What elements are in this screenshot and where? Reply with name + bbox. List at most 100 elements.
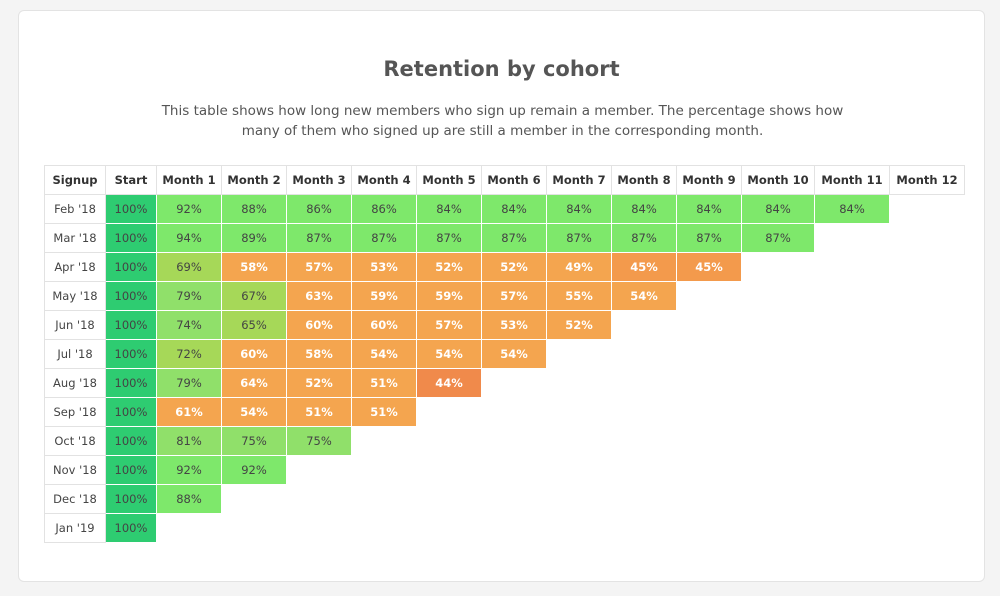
empty-cell — [815, 514, 890, 543]
retention-cell: 84% — [611, 194, 677, 224]
retention-cell: 81% — [156, 426, 222, 456]
empty-cell — [547, 340, 612, 369]
retention-cell: 87% — [286, 223, 352, 253]
empty-cell — [547, 398, 612, 427]
empty-cell — [482, 514, 547, 543]
retention-cell: 63% — [286, 281, 352, 311]
retention-cell: 84% — [814, 194, 890, 224]
retention-cell: 100% — [105, 426, 157, 456]
retention-cell: 72% — [156, 339, 222, 369]
retention-cell: 86% — [351, 194, 417, 224]
empty-cell — [815, 311, 890, 340]
retention-cell: 86% — [286, 194, 352, 224]
empty-cell — [352, 456, 417, 485]
empty-cell — [742, 311, 815, 340]
empty-cell — [677, 282, 742, 311]
retention-cell: 100% — [105, 513, 157, 543]
table-row: Jan '19 100% — [44, 513, 965, 543]
cohort-label: Feb '18 — [44, 194, 106, 224]
empty-cell — [612, 369, 677, 398]
empty-cell — [890, 514, 965, 543]
retention-cell: 45% — [611, 252, 677, 282]
empty-cell — [890, 485, 965, 514]
retention-cell: 60% — [351, 310, 417, 340]
empty-cell — [890, 224, 965, 253]
retention-cell: 87% — [416, 223, 482, 253]
empty-cell — [815, 485, 890, 514]
empty-cell — [287, 456, 352, 485]
empty-cell — [287, 514, 352, 543]
retention-cell: 52% — [416, 252, 482, 282]
empty-cell — [417, 456, 482, 485]
table-row: Dec '18 100% 88% — [44, 484, 965, 514]
retention-cell: 52% — [546, 310, 612, 340]
table-row: May '18 100% 79% 67% 63% 59% 59% 57% 55% 54% — [44, 281, 965, 311]
retention-cell: 58% — [286, 339, 352, 369]
empty-cell — [815, 253, 890, 282]
empty-cell — [742, 398, 815, 427]
empty-cell — [742, 340, 815, 369]
empty-cell — [612, 456, 677, 485]
retention-cell: 84% — [481, 194, 547, 224]
retention-cell: 84% — [546, 194, 612, 224]
empty-cell — [352, 485, 417, 514]
empty-cell — [287, 485, 352, 514]
column-header: Month 7 — [546, 165, 612, 195]
table-row: Jun '18 100% 74% 65% 60% 60% 57% 53% 52% — [44, 310, 965, 340]
empty-cell — [677, 485, 742, 514]
empty-cell — [547, 485, 612, 514]
retention-cell: 84% — [676, 194, 742, 224]
empty-cell — [815, 369, 890, 398]
empty-cell — [890, 195, 965, 224]
cohort-label: Oct '18 — [44, 426, 106, 456]
retention-cell: 84% — [416, 194, 482, 224]
empty-cell — [742, 485, 815, 514]
retention-cell: 100% — [105, 194, 157, 224]
empty-cell — [222, 485, 287, 514]
table-row: Jul '18 100% 72% 60% 58% 54% 54% 54% — [44, 339, 965, 369]
retention-cell: 100% — [105, 252, 157, 282]
column-header: Month 1 — [156, 165, 222, 195]
retention-card: Retention by cohort This table shows how… — [18, 10, 985, 582]
retention-cell: 60% — [221, 339, 287, 369]
empty-cell — [815, 427, 890, 456]
cohort-label: Mar '18 — [44, 223, 106, 253]
empty-cell — [547, 369, 612, 398]
column-header: Signup — [44, 165, 106, 195]
empty-cell — [890, 398, 965, 427]
column-header: Month 3 — [286, 165, 352, 195]
empty-cell — [352, 427, 417, 456]
empty-cell — [815, 282, 890, 311]
retention-cell: 87% — [676, 223, 742, 253]
retention-cell: 74% — [156, 310, 222, 340]
retention-cell: 52% — [481, 252, 547, 282]
retention-cell: 54% — [481, 339, 547, 369]
retention-cell: 87% — [611, 223, 677, 253]
retention-cell: 100% — [105, 339, 157, 369]
empty-cell — [482, 485, 547, 514]
retention-cell: 87% — [351, 223, 417, 253]
empty-cell — [222, 514, 287, 543]
table-row: Nov '18 100% 92% 92% — [44, 455, 965, 485]
table-row: Mar '18 100% 94% 89% 87% 87% 87% 87% 87% 87% 87% 87… — [44, 223, 965, 253]
empty-cell — [417, 485, 482, 514]
retention-cell: 67% — [221, 281, 287, 311]
retention-cell: 54% — [416, 339, 482, 369]
empty-cell — [742, 253, 815, 282]
retention-cell: 53% — [351, 252, 417, 282]
retention-cell: 75% — [286, 426, 352, 456]
empty-cell — [612, 311, 677, 340]
retention-cell: 45% — [676, 252, 742, 282]
retention-cell: 92% — [156, 455, 222, 485]
table-row: Apr '18 100% 69% 58% 57% 53% 52% 52% 49% 45% 45% — [44, 252, 965, 282]
retention-cell: 60% — [286, 310, 352, 340]
empty-cell — [890, 311, 965, 340]
empty-cell — [742, 514, 815, 543]
empty-cell — [547, 514, 612, 543]
empty-cell — [890, 456, 965, 485]
cohort-label: Aug '18 — [44, 368, 106, 398]
retention-cell: 84% — [741, 194, 815, 224]
retention-cell: 64% — [221, 368, 287, 398]
cohort-label: Dec '18 — [44, 484, 106, 514]
empty-cell — [890, 282, 965, 311]
